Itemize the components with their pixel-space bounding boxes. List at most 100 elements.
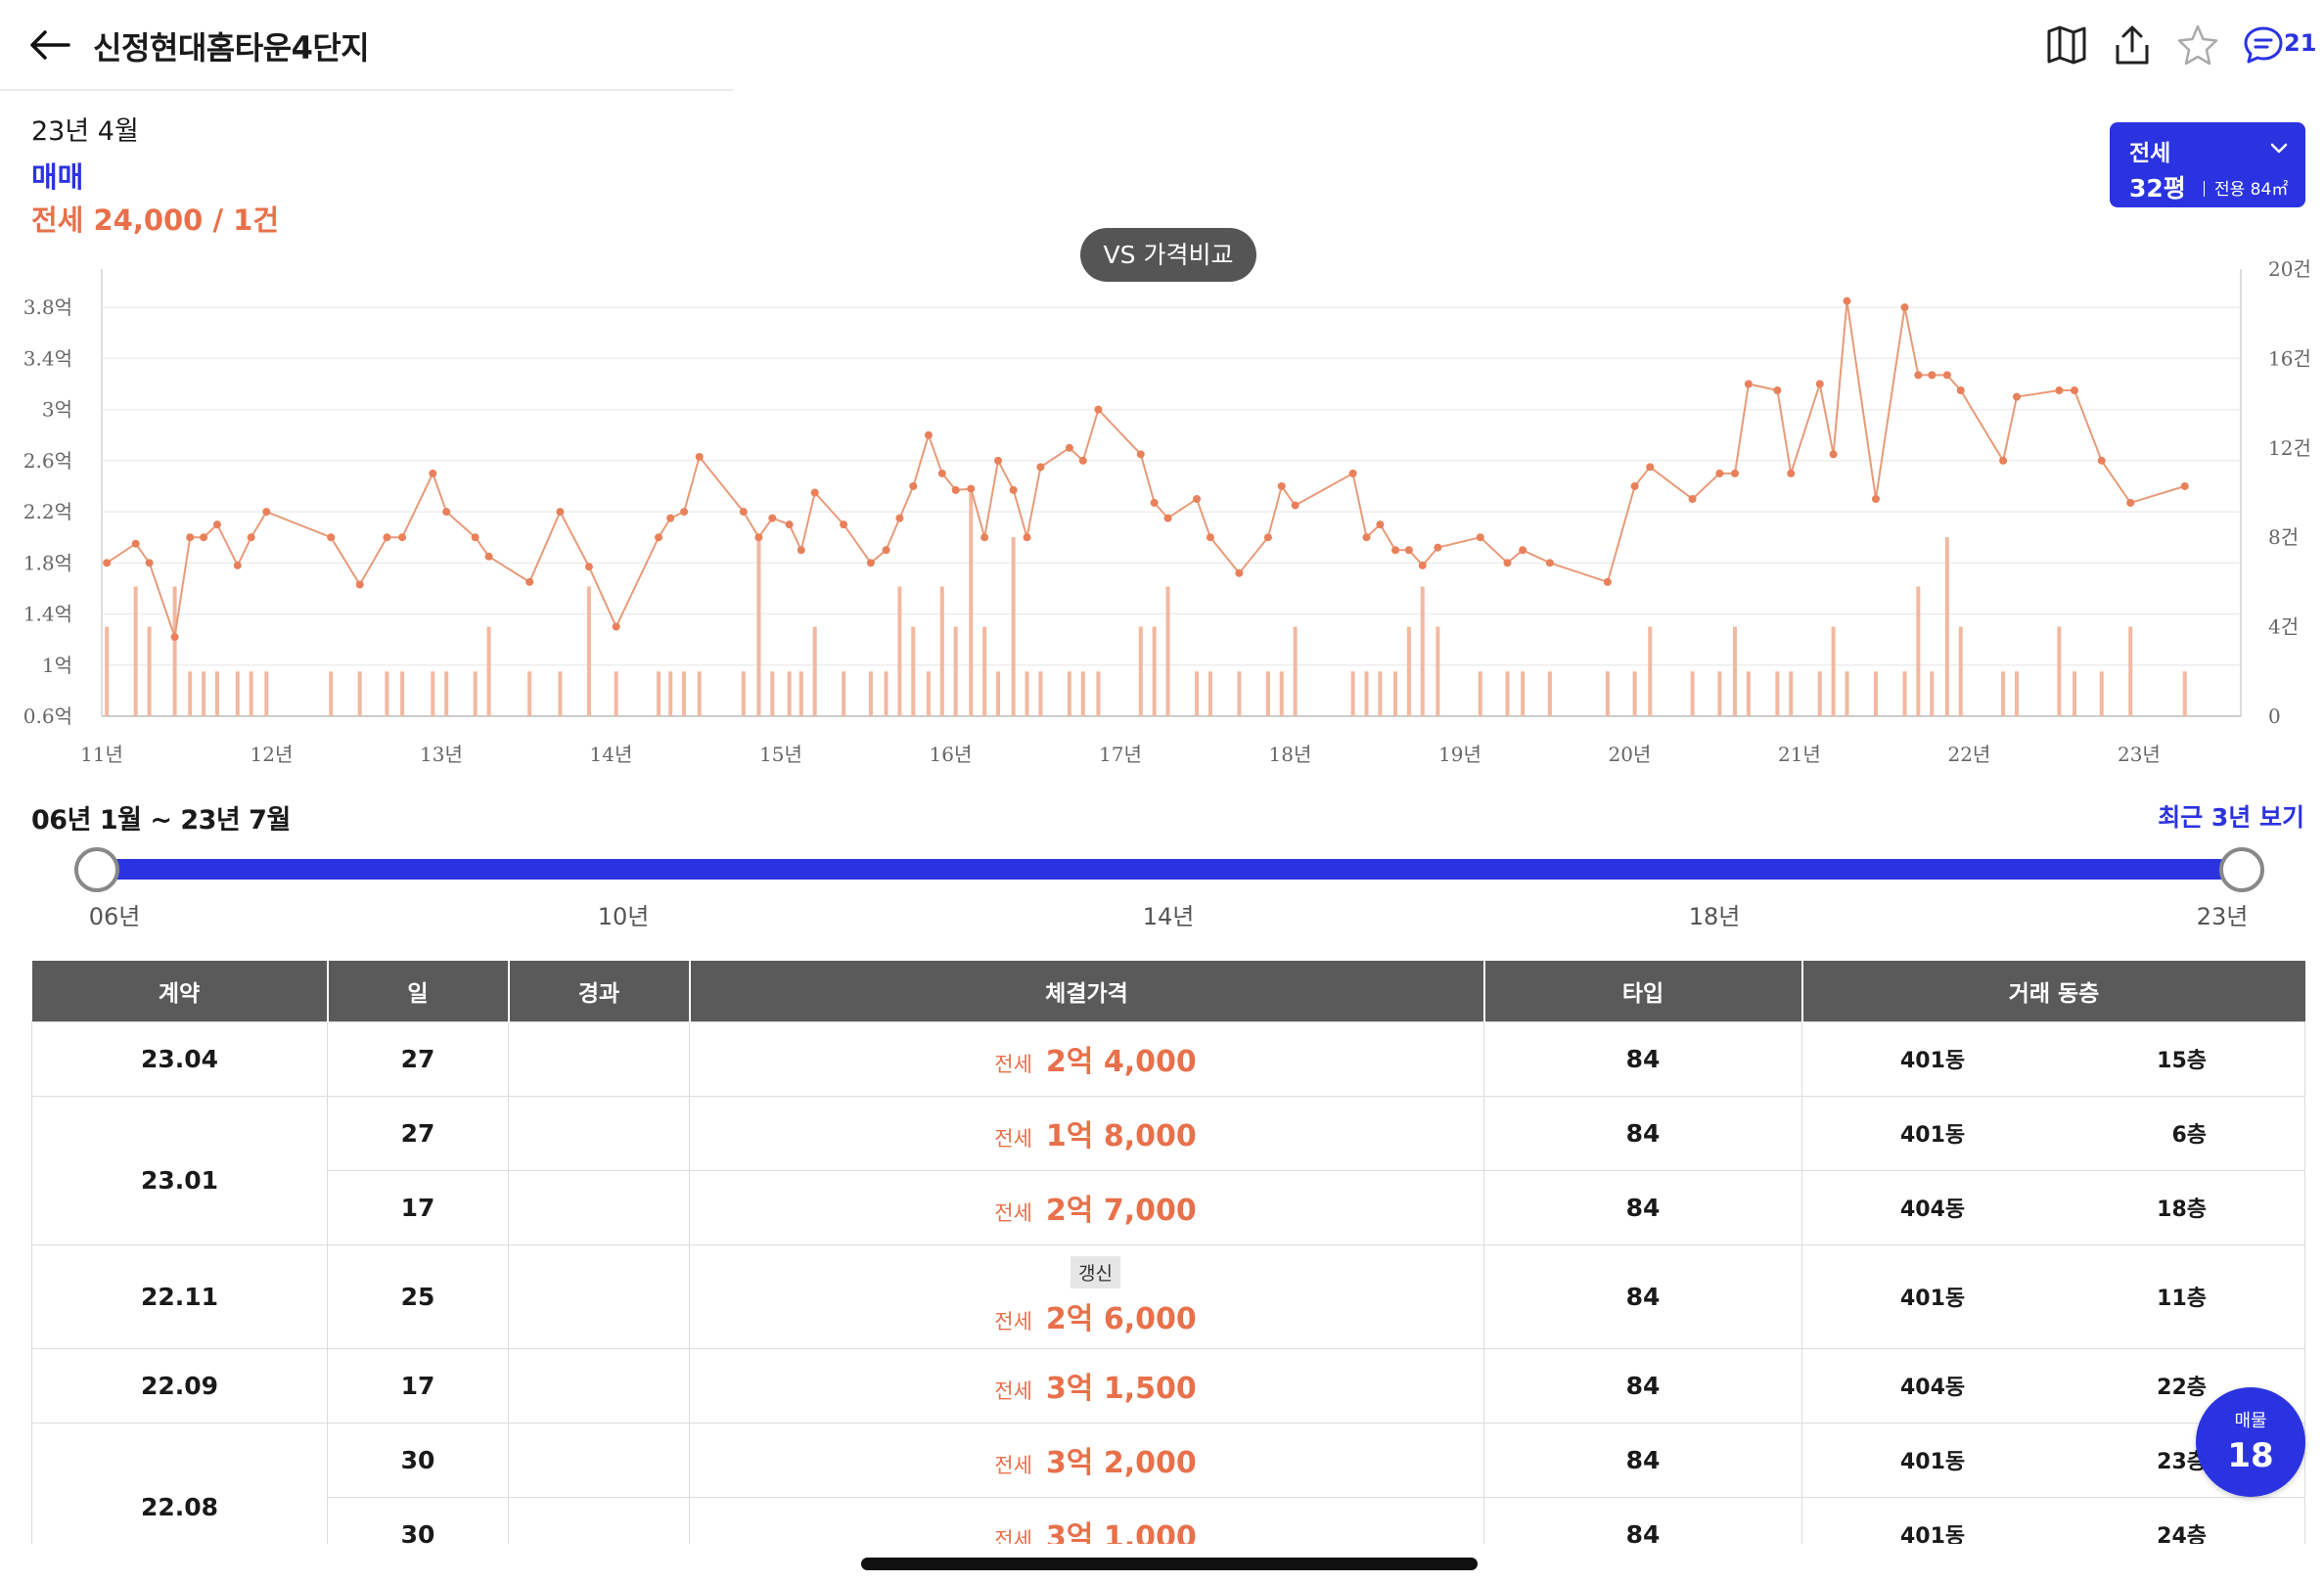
vs-compare-button[interactable]: VS 가격비교 bbox=[1080, 228, 1256, 282]
price-chart[interactable]: 0.6억 1억 1.4억 1.8억 2.2억 2.6억 3억 3.4억 3.8억 0 4건 8건 12건… bbox=[0, 259, 2324, 778]
price-point bbox=[355, 580, 364, 589]
selected-date: 23년 4월 bbox=[31, 116, 139, 147]
range-end-handle[interactable] bbox=[2219, 847, 2264, 892]
count-bar bbox=[1521, 671, 1526, 716]
count-bar bbox=[2072, 671, 2076, 716]
column-header: 거래 동층 bbox=[1801, 961, 2305, 1021]
y-left-tick-label: 0.6억 bbox=[23, 704, 72, 728]
table-row[interactable]: 23.01 27 전세 1억 8,000 84 401동 6층 bbox=[31, 1095, 2305, 1245]
comment-icon[interactable] bbox=[2240, 22, 2287, 68]
dong: 401동 bbox=[1900, 1287, 1966, 1311]
price-point bbox=[556, 508, 565, 517]
count-bar bbox=[1152, 626, 1157, 716]
range-start-handle[interactable] bbox=[74, 847, 119, 892]
count-bar bbox=[264, 671, 269, 716]
range-slider-track[interactable] bbox=[96, 859, 2241, 880]
comment-count[interactable]: 21 bbox=[2284, 29, 2317, 57]
count-bar bbox=[188, 671, 193, 716]
count-bar bbox=[2128, 626, 2133, 716]
price-point bbox=[186, 533, 195, 542]
price-point bbox=[1545, 559, 1554, 567]
count-bar bbox=[586, 586, 591, 716]
price-point bbox=[200, 533, 208, 542]
dong-floor-cell: 404동 22층 bbox=[1801, 1347, 2305, 1424]
count-bar bbox=[172, 586, 177, 716]
price-point bbox=[471, 533, 479, 542]
table-row[interactable]: 22.09 17 전세 3억 1,500 84 404동 22층 bbox=[31, 1347, 2305, 1424]
price-point bbox=[1277, 481, 1286, 490]
price-point bbox=[810, 488, 819, 497]
count-bar bbox=[1632, 671, 1637, 716]
range-tick: 10년 bbox=[597, 903, 650, 930]
x-tick-label: 13년 bbox=[420, 743, 463, 766]
price-point bbox=[1023, 533, 1031, 542]
price-point bbox=[909, 481, 918, 490]
home-indicator[interactable] bbox=[861, 1558, 1478, 1570]
price-point bbox=[1163, 514, 1172, 522]
page-title: 신정현대홈타운4단지 bbox=[93, 29, 370, 67]
count-bar bbox=[444, 671, 449, 716]
count-bar bbox=[147, 626, 152, 716]
price-point bbox=[1206, 533, 1214, 542]
price-point bbox=[1956, 386, 1965, 395]
count-bar bbox=[2057, 626, 2062, 716]
count-bar bbox=[682, 671, 687, 716]
contract-day: 25 bbox=[327, 1243, 509, 1349]
count-bar bbox=[1648, 626, 1653, 716]
count-bar bbox=[486, 626, 491, 716]
price-point bbox=[1065, 443, 1073, 452]
price-point bbox=[797, 546, 805, 555]
price-point bbox=[1150, 498, 1159, 507]
count-bar bbox=[385, 671, 389, 716]
contract-day: 27 bbox=[327, 1020, 509, 1097]
price-point bbox=[2097, 456, 2106, 465]
price-point bbox=[1829, 450, 1838, 459]
price-point bbox=[1843, 296, 1851, 305]
price-point bbox=[980, 533, 989, 542]
count-bar bbox=[969, 492, 974, 716]
price-point bbox=[840, 520, 848, 529]
table-row[interactable]: 17 전세 2억 7,000 84 404동 18층 bbox=[32, 1169, 2305, 1245]
count-bar bbox=[668, 671, 673, 716]
star-icon[interactable] bbox=[2174, 22, 2221, 68]
count-bar bbox=[2099, 671, 2104, 716]
count-bar bbox=[357, 671, 362, 716]
floor: 15층 bbox=[2157, 1049, 2207, 1073]
table-row[interactable]: 23.04 27 전세 2억 4,000 84 401동 15층 bbox=[31, 1020, 2305, 1097]
count-bar bbox=[1944, 537, 1949, 716]
count-bar bbox=[1717, 671, 1722, 716]
price-kind: 전세 bbox=[994, 1309, 1032, 1333]
map-icon[interactable] bbox=[2043, 22, 2090, 68]
price-point bbox=[1376, 520, 1385, 529]
price-point bbox=[1193, 495, 1202, 504]
dong: 401동 bbox=[1900, 1049, 1966, 1073]
elapsed-cell bbox=[508, 1422, 690, 1498]
price-point bbox=[2180, 481, 2189, 490]
contract-day: 30 bbox=[327, 1422, 509, 1498]
table-row[interactable]: 22.11 25 갱신 전세 2억 6,000 84 401동 11층 bbox=[31, 1243, 2305, 1349]
column-header: 일 bbox=[327, 961, 510, 1021]
count-bar bbox=[1237, 671, 1242, 716]
x-tick-label: 22년 bbox=[1947, 743, 1990, 766]
count-bar bbox=[329, 671, 334, 716]
y-left-tick-label: 2.2억 bbox=[23, 500, 72, 523]
price-point bbox=[2055, 386, 2064, 395]
contract-month: 22.11 bbox=[31, 1243, 328, 1349]
price-point bbox=[233, 561, 242, 569]
count-bar bbox=[1435, 626, 1440, 716]
price-point bbox=[695, 452, 704, 461]
recent-3-years-button[interactable]: 최근 3년 보기 bbox=[2158, 803, 2304, 832]
selector-area: 전용 84㎡ bbox=[2204, 175, 2288, 200]
elapsed-cell bbox=[508, 1243, 690, 1349]
price-point bbox=[212, 520, 221, 529]
price-point bbox=[1235, 568, 1244, 577]
listings-fab[interactable]: 매물 18 bbox=[2196, 1387, 2305, 1497]
share-icon[interactable] bbox=[2109, 22, 2156, 68]
table-row[interactable]: 22.08 30 전세 3억 2,000 84 401동 23층 bbox=[31, 1422, 2305, 1572]
count-bar bbox=[996, 671, 1001, 716]
count-bar bbox=[1364, 671, 1369, 716]
price-point bbox=[1391, 546, 1400, 555]
back-arrow-icon[interactable] bbox=[25, 22, 74, 68]
count-bar bbox=[657, 671, 661, 716]
type-size-selector[interactable]: 전세 32평 전용 84㎡ bbox=[2110, 122, 2305, 207]
